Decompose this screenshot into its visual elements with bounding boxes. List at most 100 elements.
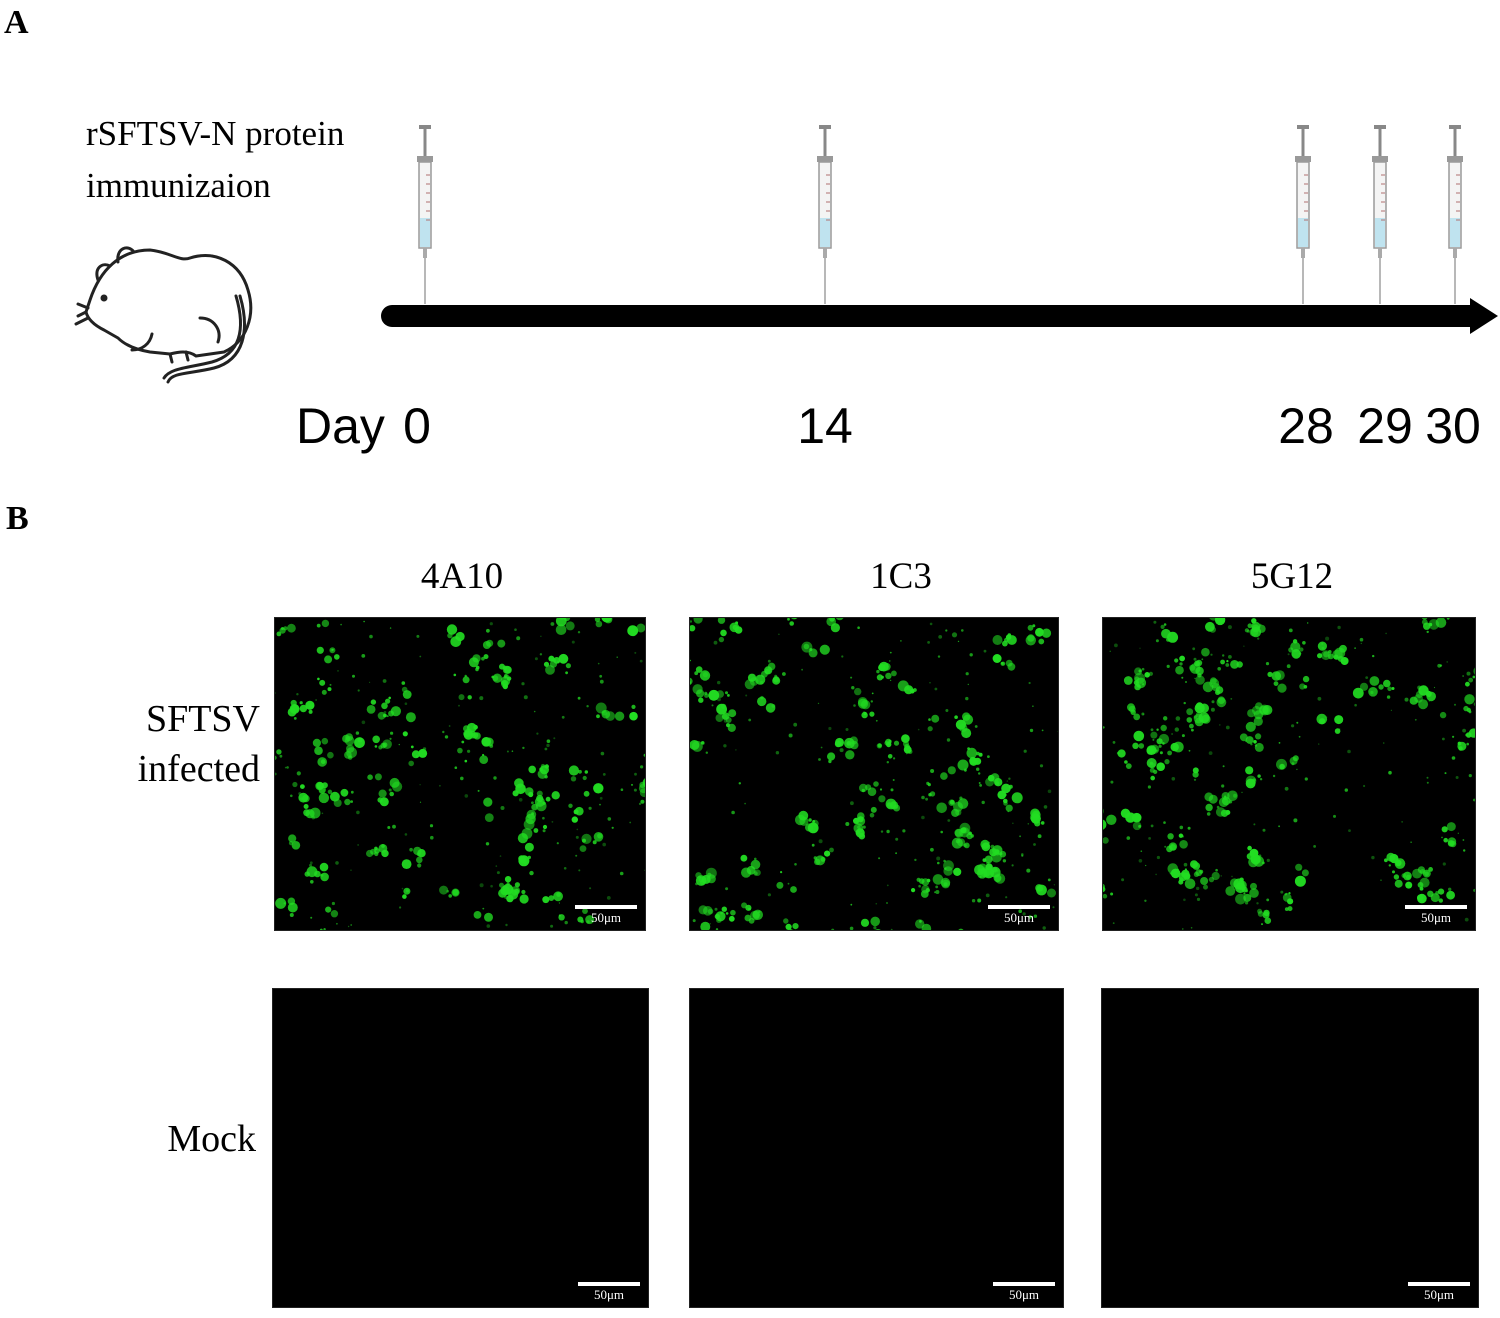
- fluorescent-spot: [611, 826, 614, 829]
- fluorescent-spot: [311, 815, 315, 820]
- fluorescent-spot: [1155, 639, 1159, 643]
- fluorescent-spot: [1304, 777, 1308, 781]
- fluorescent-spot: [1245, 901, 1249, 905]
- fluorescent-spot: [1465, 681, 1470, 687]
- fluorescent-spot: [1428, 867, 1433, 872]
- fluorescent-spot: [931, 714, 940, 723]
- fluorescent-spot: [1005, 659, 1013, 667]
- fluorescent-spot: [1279, 763, 1285, 770]
- fluorescent-spot: [444, 735, 449, 739]
- fluorescent-spot: [1184, 878, 1196, 890]
- fluorescent-spot: [960, 827, 967, 834]
- fluorescent-spot: [388, 710, 395, 717]
- fluorescent-spot: [327, 789, 333, 794]
- fluorescent-spot: [1187, 826, 1191, 830]
- fluorescent-spot: [970, 834, 975, 838]
- fluorescent-spot: [1007, 810, 1009, 813]
- fluorescent-spot: [1033, 843, 1036, 846]
- fluorescent-spot: [1189, 664, 1196, 671]
- fluorescent-spot: [1409, 696, 1418, 705]
- fluorescent-spot: [946, 738, 951, 742]
- fluorescent-spot: [921, 923, 932, 930]
- fluorescent-spot: [419, 801, 422, 803]
- fluorescent-spot: [1047, 888, 1056, 898]
- fluorescent-spot: [327, 687, 332, 692]
- fluorescent-spot: [317, 757, 327, 767]
- fluorescent-spot: [319, 679, 326, 686]
- fluorescent-spot: [870, 916, 880, 927]
- fluorescent-spot: [885, 738, 892, 746]
- fluorescent-spot: [324, 655, 333, 664]
- fluorescent-spot: [1296, 768, 1298, 771]
- fluorescent-spot: [885, 672, 892, 680]
- fluorescence-signal: [275, 618, 646, 930]
- fluorescent-spot: [1317, 696, 1322, 701]
- fluorescent-spot: [630, 630, 637, 637]
- fluorescent-spot: [370, 699, 377, 705]
- fluorescent-spot: [713, 640, 718, 645]
- fluorescent-spot: [446, 624, 458, 635]
- fluorescent-spot: [935, 890, 940, 894]
- fluorescent-spot: [693, 618, 703, 624]
- fluorescent-spot: [1433, 686, 1436, 689]
- fluorescent-spot: [388, 788, 392, 792]
- fluorescent-spot: [1451, 756, 1456, 760]
- fluorescent-spot: [717, 680, 721, 685]
- day-label-28: 28: [1278, 398, 1334, 454]
- fluorescent-spot: [1133, 730, 1145, 742]
- column-header-5g12: 5G12: [1250, 556, 1334, 597]
- fluorescent-spot: [1029, 728, 1034, 733]
- fluorescent-spot: [819, 644, 830, 655]
- fluorescent-spot: [422, 747, 427, 751]
- fluorescent-spot: [645, 721, 646, 724]
- fluorescent-spot: [1245, 721, 1256, 732]
- fluorescent-spot: [1439, 711, 1447, 719]
- fluorescent-spot: [448, 725, 451, 727]
- fluorescent-spot: [1032, 705, 1034, 707]
- fluorescent-spot: [1210, 653, 1213, 656]
- fluorescent-spot: [602, 842, 606, 847]
- fluorescent-spot: [1368, 687, 1378, 697]
- fluorescent-spot: [302, 794, 310, 803]
- row-header-mock-line1: Mock: [167, 1118, 256, 1160]
- fluorescent-spot: [454, 766, 458, 769]
- fluorescent-spot: [1414, 718, 1417, 721]
- fluorescent-spot: [330, 910, 339, 918]
- fluorescent-spot: [327, 751, 334, 759]
- fluorescent-spot: [720, 911, 723, 915]
- fluorescent-spot: [1382, 742, 1385, 744]
- fluorescent-spot: [482, 907, 485, 910]
- fluorescent-spot: [1401, 821, 1403, 823]
- fluorescent-spot: [506, 894, 514, 903]
- scale-bar: 50μm: [578, 1282, 640, 1303]
- fluorescent-spot: [1321, 642, 1324, 645]
- fluorescent-spot: [787, 882, 790, 885]
- fluorescent-spot: [1404, 697, 1409, 702]
- fluorescent-spot: [830, 623, 840, 633]
- fluorescent-spot: [789, 929, 793, 930]
- fluorescent-spot: [811, 819, 819, 827]
- fluorescent-spot: [692, 919, 696, 923]
- fluorescent-spot: [1133, 713, 1141, 721]
- fluorescent-spot: [1125, 763, 1132, 769]
- fluorescent-spot: [850, 801, 854, 806]
- fluorescent-spot: [1103, 893, 1108, 899]
- fluorescent-spot: [1159, 751, 1163, 755]
- fluorescent-spot: [399, 906, 402, 909]
- fluorescent-spot: [631, 704, 636, 709]
- fluorescent-spot: [548, 895, 555, 901]
- column-header-1c3: 1C3: [870, 556, 932, 597]
- fluorescent-spot: [464, 794, 469, 798]
- fluorescent-spot: [334, 654, 340, 660]
- fluorescent-spot: [1287, 898, 1294, 905]
- fluorescent-spot: [1417, 882, 1424, 888]
- fluorescent-spot: [990, 773, 1000, 782]
- fluorescent-spot: [820, 746, 823, 749]
- fluorescent-spot: [484, 813, 494, 822]
- fluorescent-spot: [1476, 674, 1477, 677]
- fluorescent-spot: [565, 621, 575, 631]
- fluorescent-spot: [929, 682, 931, 684]
- fluorescent-spot: [337, 670, 339, 672]
- fluorescent-spot: [496, 871, 500, 875]
- fluorescent-spot: [980, 867, 991, 878]
